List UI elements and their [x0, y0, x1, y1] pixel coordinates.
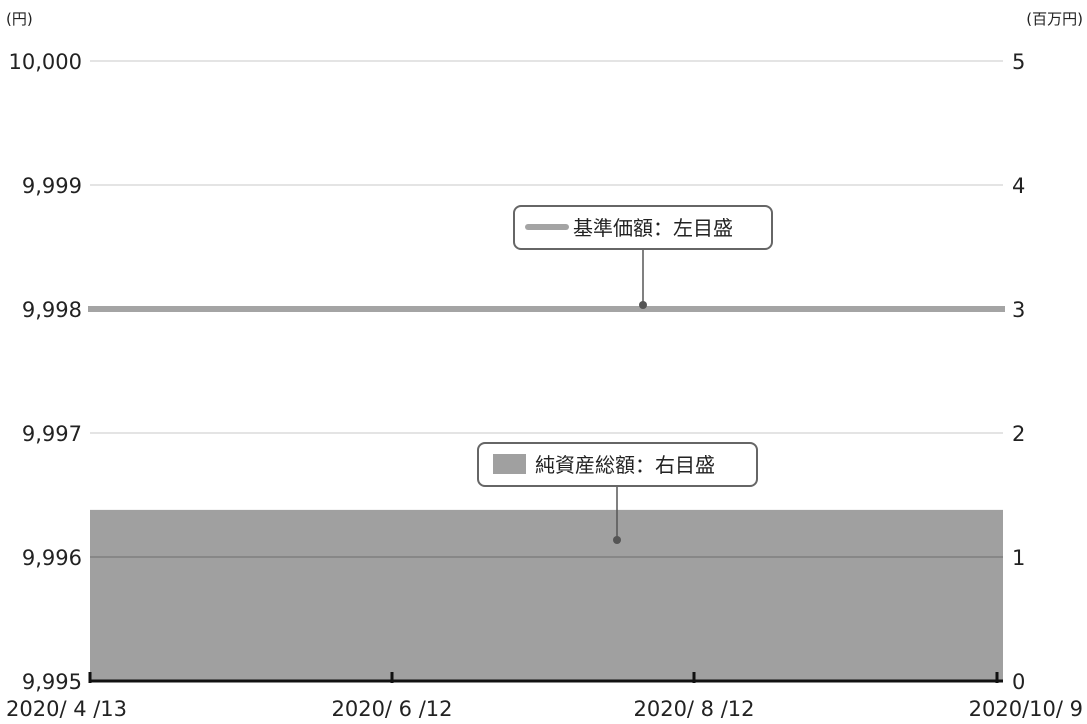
nav-callout-dot	[639, 301, 647, 309]
left-axis-tick-label: 9,996	[22, 546, 82, 570]
net-assets-legend-label: 純資産総額：右目盛	[535, 453, 715, 477]
x-axis-tick-label: 2020/ 8 /12	[633, 697, 754, 720]
right-axis-tick-label: 0	[1012, 670, 1025, 694]
left-axis-tick-label: 9,998	[22, 298, 82, 322]
left-axis-unit-label: (円)	[6, 10, 33, 28]
left-axis-tick-label: 9,995	[22, 670, 82, 694]
x-axis-tick-label: 2020/10/ 9	[969, 697, 1083, 720]
right-axis-tick-label: 4	[1012, 174, 1025, 198]
right-axis-tick-label: 5	[1012, 50, 1025, 74]
net-assets-legend-box	[477, 442, 758, 487]
left-axis-tick-label: 9,999	[22, 174, 82, 198]
right-axis-tick-label: 2	[1012, 422, 1025, 446]
nav-legend-box	[513, 205, 773, 250]
net-assets-callout-dot	[613, 536, 621, 544]
net-assets-legend-swatch	[493, 454, 526, 474]
left-axis-tick-label: 10,000	[9, 50, 82, 74]
x-axis-tick-label: 2020/ 6 /12	[331, 697, 452, 720]
nav-legend-label: 基準価額：左目盛	[573, 216, 733, 240]
right-axis-tick-label: 1	[1012, 546, 1025, 570]
right-axis-tick-label: 3	[1012, 298, 1025, 322]
x-axis-tick-label: 2020/ 4 /13	[6, 697, 127, 720]
left-axis-tick-label: 9,997	[22, 422, 82, 446]
net-assets-area	[90, 509, 1003, 681]
right-axis-unit-label: (百万円)	[1026, 10, 1083, 28]
